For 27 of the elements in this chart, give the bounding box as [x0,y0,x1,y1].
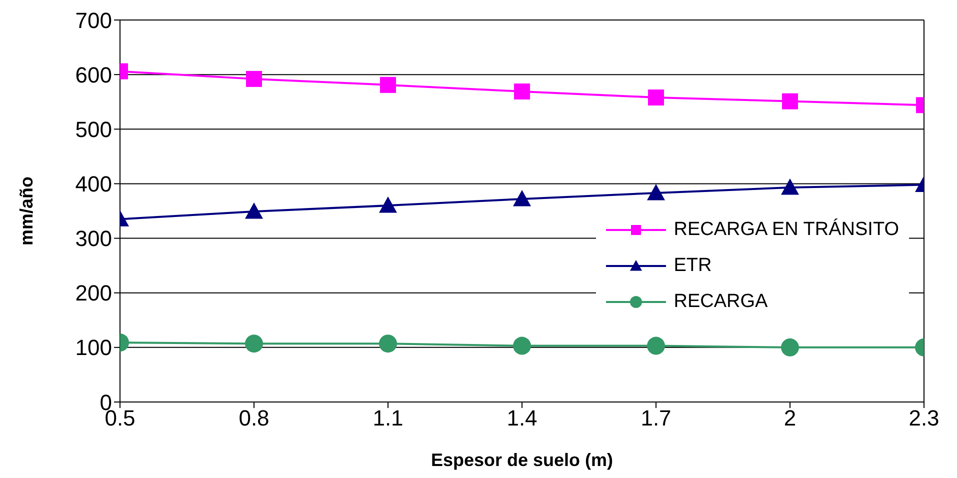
legend-label: RECARGA EN TRÁNSITO [674,219,899,241]
point [513,336,531,355]
point [514,83,530,100]
legend-label: RECARGA [674,291,768,313]
x-tick-label: 1.1 [372,406,404,431]
y-axis-title: mm/año [16,176,36,246]
legend-label: ETR [674,255,712,277]
x-tick-label: 2.3 [908,406,940,431]
y-tick-label: 200 [75,280,112,306]
y-tick-label: 400 [75,172,112,197]
point [379,334,397,353]
x-tick-label: 1.7 [640,406,672,431]
point [379,196,397,213]
point [380,76,396,93]
y-tick-label: 700 [75,8,112,33]
x-tick-label: 1.4 [506,406,538,431]
x-tick-label: 2 [784,406,796,431]
y-tick-label: 600 [75,62,112,88]
point [648,89,664,106]
y-tick-label: 100 [75,335,112,360]
y-tick-label: 300 [75,226,112,252]
x-axis-title: Espesor de suelo (m) [430,450,614,470]
y-tick-label: 500 [75,116,112,142]
point [647,184,665,200]
x-tick-label: 0.8 [238,406,270,431]
point [513,190,531,206]
point [647,336,665,355]
